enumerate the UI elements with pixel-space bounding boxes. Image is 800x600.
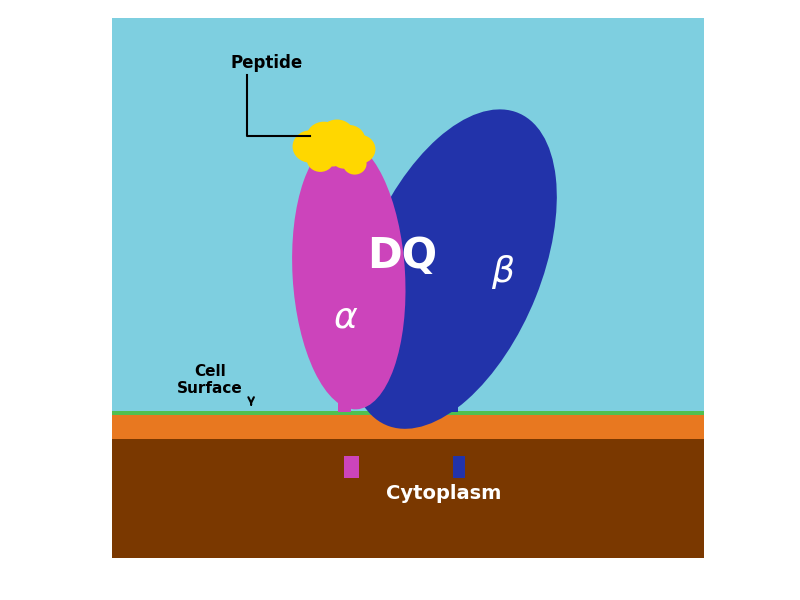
Text: $\beta$: $\beta$ (490, 253, 514, 291)
Circle shape (332, 125, 366, 155)
Circle shape (319, 119, 354, 152)
Ellipse shape (348, 109, 557, 429)
Bar (112, 439, 704, 558)
Text: Cytoplasm: Cytoplasm (386, 484, 502, 503)
Circle shape (343, 153, 366, 175)
Bar (112, 410, 704, 415)
Circle shape (319, 142, 346, 166)
Text: Cell
Surface: Cell Surface (177, 364, 242, 396)
Text: Peptide: Peptide (230, 54, 302, 72)
Ellipse shape (292, 140, 406, 409)
Text: $\alpha$: $\alpha$ (333, 301, 358, 335)
Bar (344, 457, 359, 478)
Bar (447, 382, 458, 412)
Circle shape (306, 122, 342, 154)
Circle shape (306, 147, 334, 172)
Bar (338, 377, 351, 412)
Bar (112, 415, 704, 439)
Circle shape (293, 130, 328, 163)
Bar (453, 457, 465, 478)
Circle shape (343, 134, 375, 164)
Text: DQ: DQ (367, 235, 437, 277)
Circle shape (331, 145, 357, 169)
